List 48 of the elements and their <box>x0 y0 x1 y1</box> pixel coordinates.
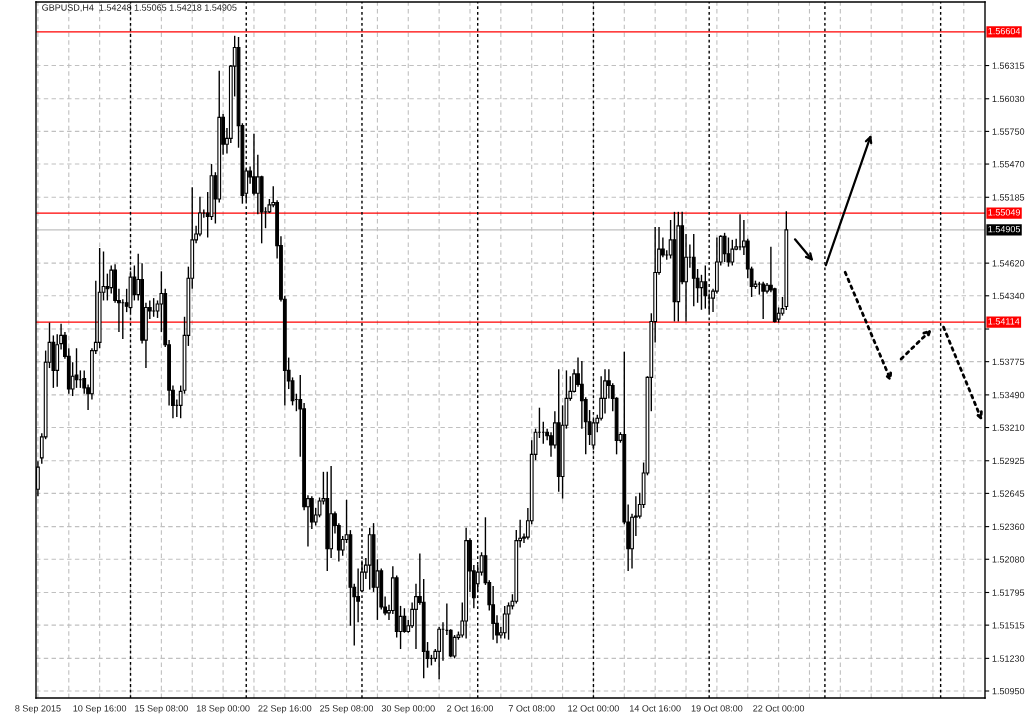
candlestick <box>255 154 260 215</box>
y-tick-label: 1.56030 <box>992 95 1025 103</box>
candlestick <box>452 634 457 660</box>
candlestick <box>722 232 727 263</box>
chart-title: GBPUSD,H4 1.54248 1.55065 1.54218 1.54905 <box>42 4 237 12</box>
y-tick-label: 1.51515 <box>992 622 1025 629</box>
x-tick-label: 2 Oct 16:00 <box>447 705 493 712</box>
candlestick <box>699 274 704 311</box>
x-tick-label: 18 Sep 00:00 <box>196 705 250 714</box>
y-tick-label: 1.54340 <box>992 292 1025 300</box>
x-tick-label: 8 Sep 2015 <box>15 705 61 714</box>
y-tick-label: 1.55185 <box>992 194 1025 201</box>
candlestick <box>105 272 110 302</box>
candlestick <box>726 236 731 268</box>
candlestick <box>252 133 256 197</box>
ref-line-label: 1.54114 <box>988 318 1020 325</box>
y-tick-label: 1.50950 <box>992 687 1025 695</box>
x-tick-label: 12 Oct 00:00 <box>568 705 619 712</box>
y-tick-label: 1.51230 <box>992 655 1025 662</box>
ref-line-label: 1.56604 <box>988 27 1021 35</box>
y-tick-label: 1.52645 <box>992 490 1025 497</box>
candlestick <box>437 626 442 681</box>
y-tick-label: 1.56315 <box>992 62 1025 69</box>
y-tick-label: 1.55750 <box>992 128 1025 135</box>
y-tick-label: 1.53490 <box>992 391 1025 399</box>
x-tick-label: 10 Sep 16:00 <box>73 705 127 714</box>
x-tick-label: 7 Oct 08:00 <box>508 705 555 712</box>
candlestick <box>151 297 156 318</box>
ref-line-label: 1.55049 <box>988 209 1020 216</box>
y-tick-label: 1.55470 <box>992 161 1025 168</box>
y-tick-label: 1.53775 <box>992 358 1025 366</box>
y-tick-label: 1.54620 <box>992 260 1025 267</box>
x-tick-label: 22 Sep 16:00 <box>258 705 312 714</box>
candlestick <box>502 605 507 640</box>
x-tick-label: 15 Sep 08:00 <box>135 705 188 714</box>
y-tick-label: 1.52360 <box>992 523 1025 530</box>
y-tick-label: 1.51795 <box>992 589 1025 596</box>
x-tick-label: 30 Sep 00:00 <box>381 705 435 714</box>
candlestick <box>691 233 696 307</box>
x-tick-label: 22 Oct 00:00 <box>753 705 805 712</box>
y-tick-label: 1.52925 <box>992 457 1025 465</box>
x-tick-label: 14 Oct 16:00 <box>630 705 681 712</box>
candlestick <box>74 347 79 389</box>
x-tick-label: 19 Oct 08:00 <box>691 705 743 712</box>
ref-line-label: 1.54905 <box>988 225 1021 233</box>
x-tick-label: 25 Sep 08:00 <box>320 705 374 714</box>
y-tick-label: 1.53210 <box>992 424 1025 431</box>
y-tick-label: 1.52080 <box>992 556 1025 563</box>
